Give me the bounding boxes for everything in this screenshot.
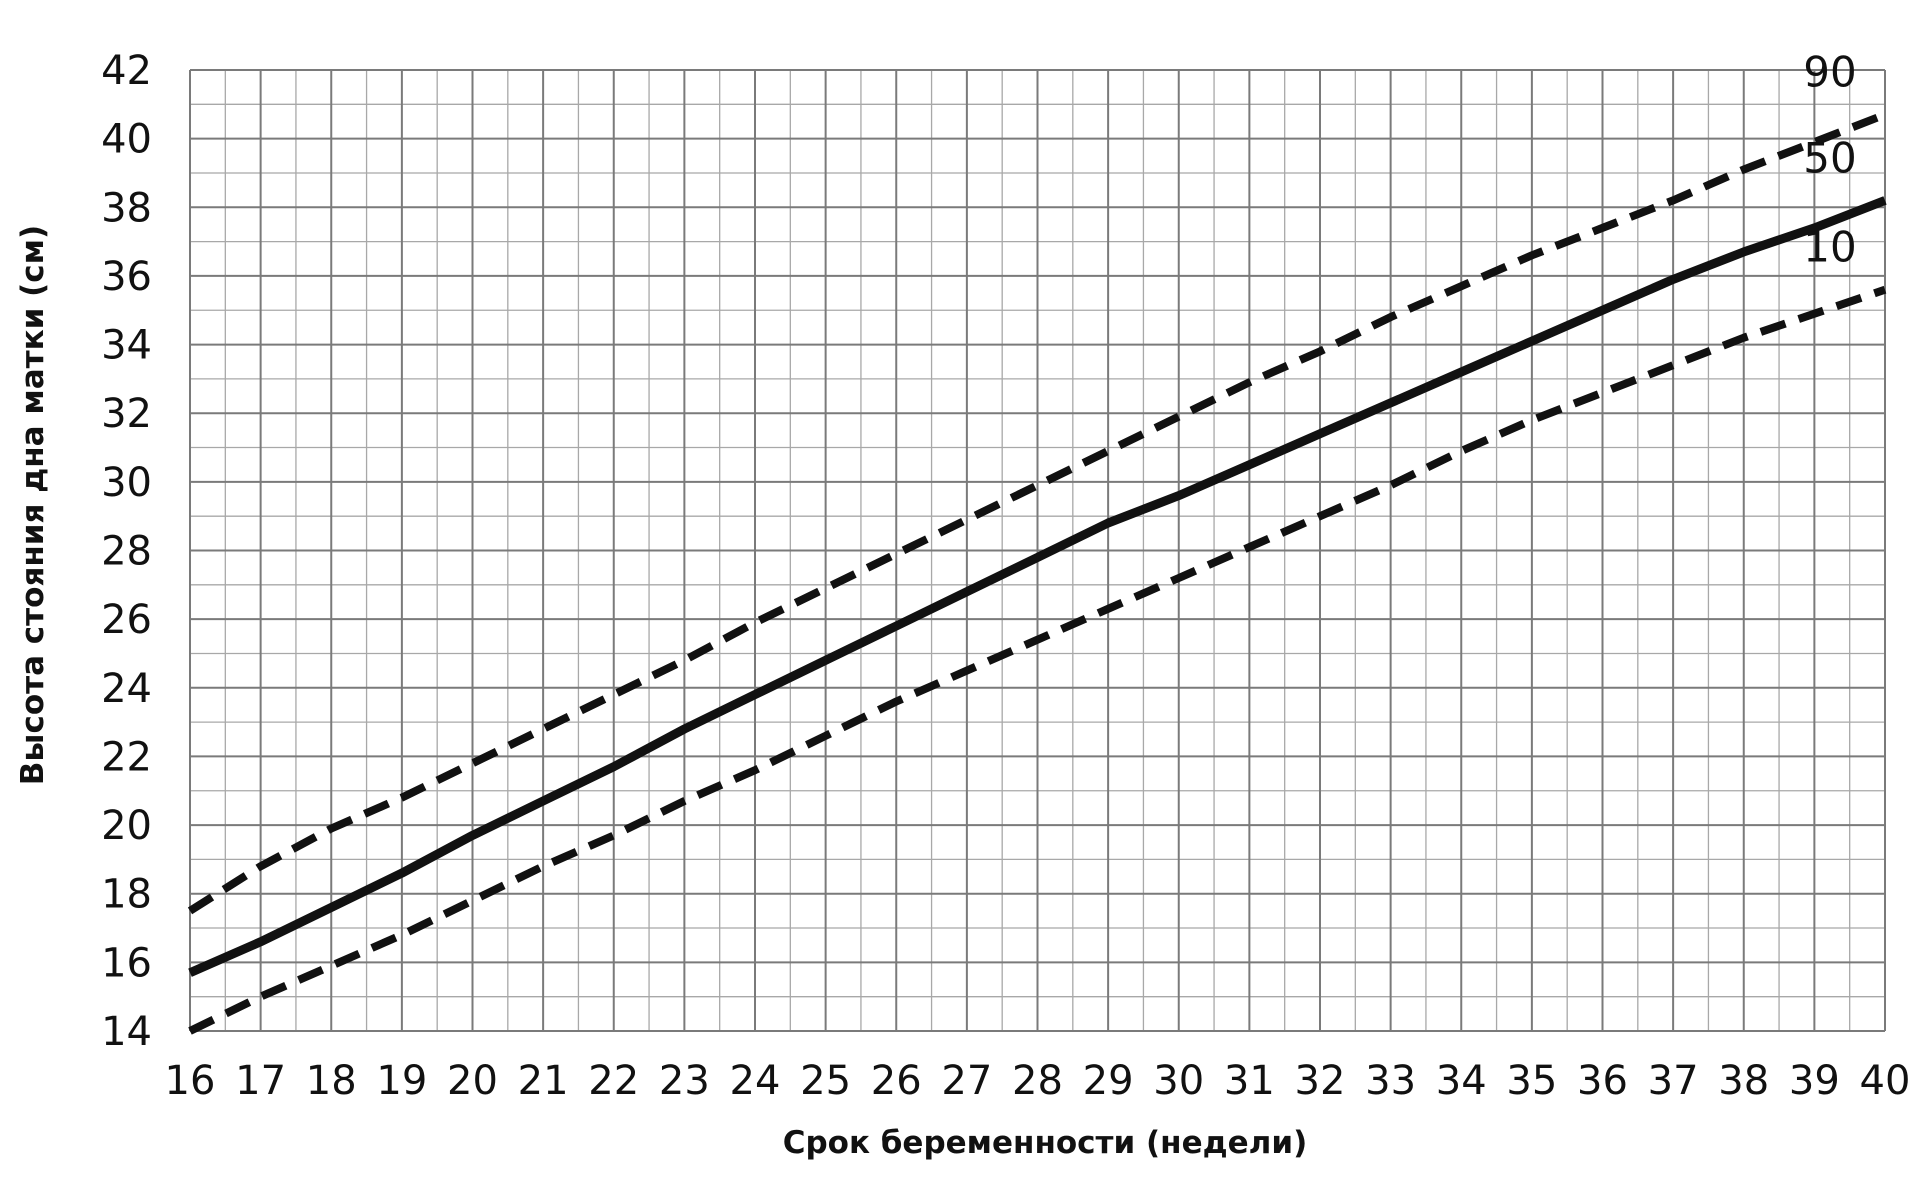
y-tick-label: 32: [101, 391, 152, 437]
y-tick-label: 26: [101, 597, 152, 643]
y-axis-title: Высота стояния дна матки (см): [15, 225, 51, 785]
x-tick-label: 30: [1153, 1058, 1204, 1104]
x-tick-label: 19: [376, 1058, 427, 1104]
series-line-50: [188, 196, 1887, 977]
y-tick-label: 22: [101, 734, 152, 780]
x-axis-title: Срок беременности (недели): [783, 1125, 1308, 1161]
y-tick-label: 16: [101, 940, 152, 986]
y-tick-label: 34: [101, 323, 152, 369]
x-tick-label: 25: [800, 1058, 851, 1104]
x-tick-label: 26: [871, 1058, 922, 1104]
y-tick-label: 18: [101, 872, 152, 918]
series-label-50: 50: [1803, 133, 1856, 182]
x-tick-label: 36: [1577, 1058, 1628, 1104]
x-tick-label: 28: [1012, 1058, 1063, 1104]
y-tick-label: 40: [101, 117, 152, 163]
series-label-90: 90: [1803, 48, 1856, 97]
x-tick-label: 20: [447, 1058, 498, 1104]
x-tick-label: 18: [306, 1058, 357, 1104]
x-tick-label: 32: [1295, 1058, 1346, 1104]
y-tick-labels: 14 16 18 20 22 24 26 28 30 32 34 36 38 40 42: [101, 48, 152, 1055]
x-tick-label: 37: [1648, 1058, 1699, 1104]
x-tick-label: 35: [1506, 1058, 1557, 1104]
y-tick-label: 24: [101, 666, 152, 712]
major-gridlines: [189, 69, 1886, 1032]
x-tick-label: 24: [730, 1058, 781, 1104]
y-tick-label: 14: [101, 1009, 152, 1055]
x-tick-label: 33: [1365, 1058, 1416, 1104]
x-tick-label: 34: [1436, 1058, 1487, 1104]
x-tick-label: 38: [1718, 1058, 1769, 1104]
y-tick-label: 30: [101, 460, 152, 506]
x-tick-label: 23: [659, 1058, 710, 1104]
series-labels: 90 50 10: [1803, 48, 1856, 272]
y-tick-label: 20: [101, 803, 152, 849]
series-line-10: [188, 285, 1887, 1035]
x-tick-label: 21: [518, 1058, 569, 1104]
y-tick-label: 42: [101, 48, 152, 94]
x-tick-label: 27: [941, 1058, 992, 1104]
y-tick-label: 36: [101, 254, 152, 300]
x-tick-label: 31: [1224, 1058, 1275, 1104]
series-lines: [187, 110, 1887, 1035]
x-tick-label: 40: [1860, 1058, 1911, 1104]
x-tick-label: 17: [235, 1058, 286, 1104]
series-label-10: 10: [1803, 223, 1856, 272]
y-tick-label: 38: [101, 185, 152, 231]
series-line-90: [187, 110, 1887, 915]
x-tick-labels: 16 17 18 19 20 21 22 23 24 25 26 27 28 29 30 31 32 33 34 35…: [165, 1058, 1911, 1104]
y-tick-label: 28: [101, 529, 152, 575]
x-tick-label: 39: [1789, 1058, 1840, 1104]
x-tick-label: 22: [588, 1058, 639, 1104]
x-tick-label: 29: [1083, 1058, 1134, 1104]
x-tick-label: 16: [165, 1058, 216, 1104]
